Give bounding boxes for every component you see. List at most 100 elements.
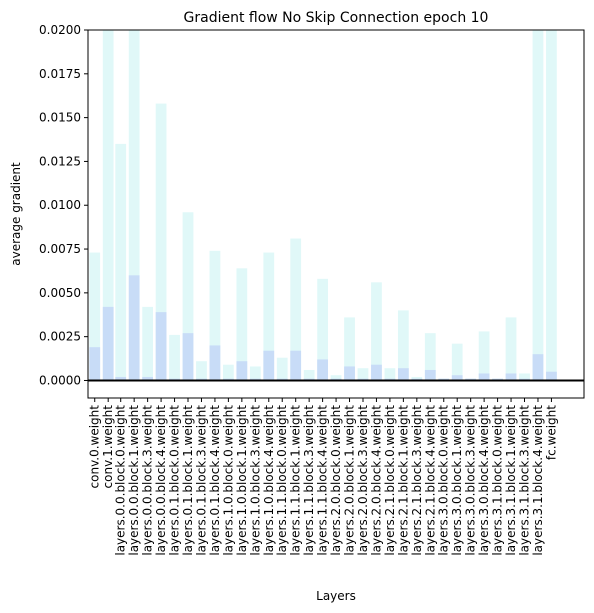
y-axis-label: average gradient [9,162,23,266]
x-tick-label: layers.3.0.block.4.weight [477,405,491,556]
x-tick-label: layers.1.0.block.3.weight [248,405,262,556]
bar-s2-27 [451,375,463,381]
bar-s2-2 [115,376,127,381]
bar-s1-3 [128,30,140,381]
bar-s1-10 [223,364,234,381]
x-tick-label: layers.0.1.block.4.weight [208,405,222,556]
x-tick-label: layers.0.0.block.3.weight [141,405,155,556]
bar-s2-15 [290,350,302,381]
bar-s2-5 [155,312,167,381]
x-tick-label: layers.0.1.block.0.weight [168,405,182,556]
bar-s1-5 [155,103,167,381]
bar-s1-11 [236,268,248,381]
y-tick-label: 0.0050 [39,286,81,300]
x-tick-label: layers.3.1.block.0.weight [491,405,505,556]
x-axis-label: Layers [316,589,356,603]
bar-s1-18 [330,375,342,381]
bar-s1-0 [89,252,101,381]
x-tick-label: layers.3.1.block.1.weight [504,405,518,556]
bar-s2-1 [102,306,114,381]
x-tick-label: layers.2.1.block.0.weight [383,405,397,556]
bar-s1-8 [196,361,207,381]
bar-s1-25 [424,333,436,381]
x-tick-label: layers.2.0.block.3.weight [356,405,370,556]
bar-s2-31 [505,373,517,381]
bar-s1-7 [182,212,194,381]
x-tick-label: layers.3.0.block.0.weight [437,405,451,556]
bar-s2-13 [263,350,275,381]
x-tick-label: layers.2.0.block.0.weight [329,405,343,556]
x-tick-label: conv.1.weight [101,405,115,489]
bar-s1-15 [290,238,302,381]
x-tick-label: layers.3.0.block.3.weight [464,405,478,556]
bar-s2-29 [478,373,490,381]
x-tick-label: layers.1.0.block.1.weight [235,405,249,556]
x-tick-label: conv.0.weight [88,405,102,489]
bar-s2-17 [317,359,328,381]
x-tick-label: layers.2.1.block.3.weight [410,405,424,556]
x-tick-label: layers.3.1.block.4.weight [531,405,545,556]
bar-s1-12 [249,366,261,381]
bar-s2-33 [532,354,544,381]
x-tick-label: layers.2.0.block.4.weight [369,405,383,556]
bar-s1-4 [142,306,154,381]
y-tick-label: 0.0025 [39,330,81,344]
bar-s2-3 [128,275,140,381]
bar-s2-23 [397,368,409,381]
bar-s2-4 [142,376,154,381]
bar-s1-27 [451,343,463,381]
x-tick-label: layers.3.0.block.1.weight [450,405,464,556]
x-tick-label: layers.1.0.block.0.weight [221,405,235,556]
bar-s1-1 [102,30,114,381]
x-tick-label: layers.0.0.block.4.weight [154,405,168,556]
bar-s2-7 [182,333,194,381]
bar-s1-22 [384,368,396,381]
bar-s1-9 [209,250,221,381]
bar-s1-21 [371,282,382,381]
x-tick-label: layers.0.1.block.3.weight [194,405,208,556]
bar-s1-19 [344,317,355,381]
bar-s1-31 [505,317,517,381]
y-axis: 0.0000 0.0025 0.0050 0.0075 0.0100 0.0125 0.01… [39,23,88,387]
y-tick-label: 0.0175 [39,67,81,81]
bar-s2-9 [209,345,221,381]
x-tick-label: layers.0.0.block.1.weight [127,405,141,556]
bar-s1-17 [317,278,328,381]
bar-s1-6 [169,334,180,381]
bars-layer [89,30,557,381]
x-tick-label: layers.2.0.block.1.weight [343,405,357,556]
bar-s1-14 [276,357,288,381]
y-tick-label: 0.0125 [39,154,81,168]
x-tick-label: layers.1.0.block.4.weight [262,405,276,556]
bar-s1-23 [397,310,409,381]
x-tick-label: layers.2.1.block.1.weight [396,405,410,556]
x-tick-label: layers.1.1.block.4.weight [316,405,330,556]
x-axis: conv.0.weight conv.1.weight layers.0.0.blo… [88,398,558,556]
bar-s2-25 [424,369,436,381]
bar-s1-20 [357,368,369,381]
x-tick-label: layers.1.1.block.3.weight [302,405,316,556]
y-tick-label: 0.0200 [39,23,81,37]
y-tick-label: 0.0150 [39,111,81,125]
bar-s2-34 [546,371,557,381]
bar-s1-2 [115,143,127,381]
bar-s2-19 [344,366,355,381]
bar-s2-11 [236,361,248,381]
chart-title: Gradient flow No Skip Connection epoch 1… [184,10,489,26]
y-tick-label: 0.0075 [39,242,81,256]
bar-s1-16 [303,369,315,381]
x-tick-label: layers.1.1.block.1.weight [289,405,303,556]
bar-s1-34 [546,30,557,381]
y-tick-label: 0.0000 [39,373,81,387]
x-tick-label: layers.0.1.block.1.weight [181,405,195,556]
x-tick-label: fc.weight [544,405,558,460]
bar-s2-0 [89,347,101,381]
x-tick-label: layers.1.1.block.0.weight [275,405,289,556]
x-tick-label: layers.2.1.block.4.weight [423,405,437,556]
bar-s2-21 [371,364,382,381]
bar-s1-13 [263,252,275,381]
bar-s1-32 [519,373,530,381]
y-tick-label: 0.0100 [39,198,81,212]
